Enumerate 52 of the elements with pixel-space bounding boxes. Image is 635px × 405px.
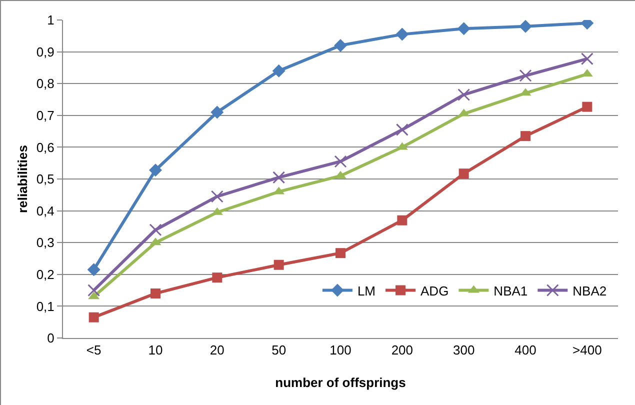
x-tick-label: 400: [514, 342, 536, 358]
point: [150, 288, 160, 298]
point: [149, 164, 162, 177]
y-tick-label: 1: [47, 12, 54, 28]
y-tick-label: 0,8: [36, 76, 54, 92]
point: [88, 284, 100, 297]
x-axis-title: number of offsprings: [275, 375, 406, 390]
point: [210, 106, 224, 119]
y-axis-title: reliabilities: [15, 145, 30, 213]
point: [272, 64, 286, 78]
y-tick-label: 0,1: [36, 298, 54, 314]
point: [272, 171, 286, 184]
point: [519, 69, 532, 82]
point: [212, 272, 222, 283]
x-tick-label: <5: [86, 342, 102, 358]
legend-label: ADG: [420, 283, 449, 298]
point: [396, 28, 409, 41]
legend-label: NBA2: [572, 283, 607, 298]
point: [519, 20, 532, 33]
y-tick-label: 0,3: [36, 235, 54, 250]
point: [580, 52, 594, 66]
point: [458, 88, 470, 101]
x-tick-label: 50: [272, 342, 286, 358]
y-tick-label: 0,9: [36, 44, 54, 60]
x-tick-label: 100: [330, 342, 352, 358]
y-tick-label: 0,2: [36, 266, 54, 282]
point: [210, 190, 224, 203]
x-tick-label: 10: [148, 342, 163, 358]
y-tick-label: 0,6: [36, 140, 54, 155]
legend-label: LM: [357, 283, 376, 298]
point: [334, 38, 347, 52]
y-tick-label: 0: [47, 330, 54, 346]
point: [520, 131, 530, 142]
point: [396, 123, 408, 136]
point: [582, 102, 592, 112]
point: [336, 248, 346, 258]
point: [87, 263, 100, 276]
legend-label: NBA1: [494, 283, 528, 298]
point: [457, 22, 470, 36]
x-tick-label: >400: [572, 342, 602, 358]
x-tick-label: 200: [391, 342, 414, 358]
point: [458, 168, 469, 179]
x-tick-label: 300: [452, 342, 475, 358]
point: [149, 224, 162, 236]
point: [334, 155, 347, 168]
point: [88, 312, 99, 322]
point: [274, 260, 284, 270]
y-tick-label: 0,4: [36, 203, 54, 218]
y-tick-label: 0,7: [36, 108, 54, 123]
y-tick-label: 0,5: [36, 172, 54, 187]
x-tick-label: 20: [210, 342, 224, 358]
point: [397, 215, 408, 226]
